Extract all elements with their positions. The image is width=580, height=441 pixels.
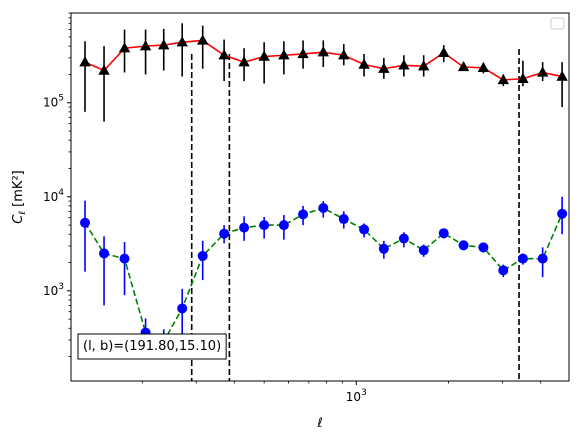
- data-point: [80, 217, 91, 228]
- data-point: [378, 243, 389, 254]
- series-2: [80, 196, 568, 355]
- data-point: [119, 253, 130, 264]
- y-tick-label: 103: [43, 282, 64, 298]
- vertical-reference-lines: [190, 49, 520, 381]
- data-point: [177, 303, 188, 314]
- data-point: [98, 64, 110, 75]
- data-point: [478, 242, 489, 253]
- data-point: [497, 73, 509, 85]
- data-point: [218, 49, 230, 60]
- data-point: [318, 203, 329, 214]
- data-point: [259, 220, 270, 231]
- axis-labels: ℓ Cℓ [mK²]: [11, 170, 323, 431]
- data-point: [398, 59, 410, 70]
- data-point: [297, 47, 309, 59]
- data-series: [79, 23, 568, 355]
- data-point: [278, 220, 289, 231]
- y-axis-label: Cℓ [mK²]: [11, 170, 28, 223]
- data-point: [176, 36, 188, 47]
- x-axis-label: ℓ: [316, 416, 322, 431]
- data-point: [418, 245, 429, 256]
- data-point: [359, 224, 370, 235]
- data-point: [197, 250, 208, 261]
- data-point: [317, 46, 329, 57]
- data-point: [498, 265, 509, 276]
- annotation-frame: [77, 333, 227, 360]
- data-point: [99, 248, 110, 259]
- data-point: [258, 50, 270, 61]
- data-point: [398, 233, 409, 244]
- data-point: [537, 253, 548, 264]
- data-point: [477, 61, 490, 73]
- data-point: [79, 56, 91, 67]
- x-tick-label: 103: [346, 388, 367, 404]
- data-point: [378, 62, 390, 73]
- data-point: [438, 46, 450, 57]
- data-point: [338, 49, 350, 60]
- data-point: [238, 56, 250, 67]
- data-point: [338, 214, 349, 225]
- data-point: [197, 34, 209, 45]
- data-point: [158, 39, 170, 50]
- data-point: [278, 49, 290, 60]
- y-tick-label: 105: [43, 94, 64, 110]
- axis-ticks: 103 104 105 103: [43, 12, 542, 404]
- data-point: [457, 60, 470, 72]
- data-point: [438, 228, 449, 239]
- data-point: [139, 40, 152, 51]
- legend[interactable]: [550, 17, 565, 30]
- data-point: [517, 72, 529, 83]
- data-point: [517, 253, 528, 264]
- data-point: [239, 222, 250, 233]
- data-point: [219, 228, 230, 239]
- data-point: [118, 42, 131, 53]
- data-point: [358, 58, 370, 69]
- data-point: [557, 208, 568, 219]
- y-tick-label: 104: [43, 188, 64, 204]
- annotation-box: (l, b)=(191.80,15.10): [77, 333, 227, 360]
- series-line: [84, 207, 563, 343]
- data-point: [418, 60, 430, 71]
- series-1: [79, 23, 568, 122]
- data-point: [458, 240, 469, 251]
- annotation-text: (l, b)=(191.80,15.10): [83, 339, 221, 354]
- data-point: [556, 70, 568, 81]
- data-point: [298, 209, 309, 220]
- data-point: [536, 66, 549, 77]
